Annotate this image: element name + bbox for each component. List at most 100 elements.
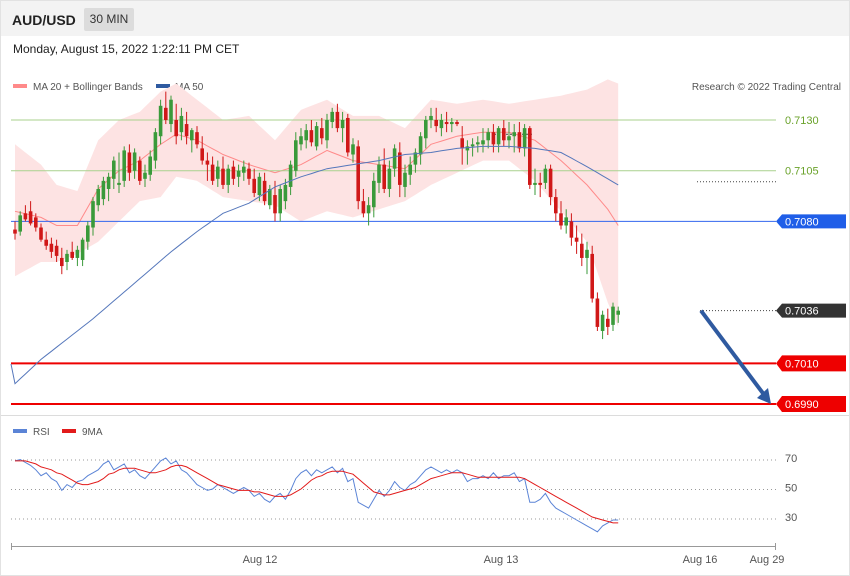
- candle-body: [569, 221, 574, 238]
- candle-body: [34, 217, 38, 228]
- candle-body: [460, 138, 464, 149]
- candle-body: [91, 201, 95, 228]
- x-tick-label: Aug 16: [683, 554, 718, 566]
- candle-body: [595, 298, 600, 327]
- candle-body: [424, 120, 428, 139]
- candle-body: [398, 152, 402, 185]
- candle-body: [169, 99, 173, 125]
- credit-label: Research © 2022 Trading Central: [692, 82, 841, 93]
- ma50-legend-label: MA 50: [175, 82, 204, 93]
- candle-body: [314, 126, 319, 147]
- candle-body: [372, 180, 376, 208]
- candle-body: [444, 122, 449, 125]
- candle-body: [413, 152, 418, 165]
- candle-body: [538, 182, 542, 185]
- support-label: 0.6990: [785, 399, 819, 411]
- candle-body: [80, 239, 85, 260]
- candle-body: [127, 152, 132, 173]
- chart-header: AUD/USD 30 MIN: [1, 1, 849, 36]
- candle-body: [574, 237, 579, 242]
- candle-body: [580, 243, 584, 258]
- candle-body: [242, 166, 246, 173]
- candle-body: [164, 107, 168, 120]
- candle-body: [335, 111, 340, 129]
- forecast-arrow-shaft: [699, 309, 767, 398]
- candle-body: [330, 111, 334, 123]
- forecast-arrow-head: [757, 388, 771, 404]
- candle-body: [548, 168, 553, 198]
- candle-body: [600, 314, 605, 331]
- support-label: 0.7010: [785, 358, 819, 370]
- candle-body: [434, 120, 438, 127]
- chart-datetime: Monday, August 15, 2022 1:22:11 PM CET: [13, 42, 240, 56]
- candle-body: [309, 130, 314, 143]
- rsi-tick-label: 30: [785, 512, 797, 524]
- candle-body: [299, 136, 303, 145]
- candle-body: [112, 160, 116, 179]
- candle-body: [325, 120, 329, 141]
- candle-body: [205, 160, 210, 165]
- resistance-label: 0.7105: [785, 166, 819, 178]
- rsi-legend-swatch: [13, 429, 27, 433]
- candle-body: [429, 115, 433, 120]
- forecast-arrow: [699, 309, 771, 404]
- candle-body: [408, 164, 412, 175]
- candle-body: [210, 164, 215, 181]
- candle-body: [616, 310, 620, 315]
- candle-body: [138, 160, 142, 181]
- candle-body: [75, 249, 80, 258]
- x-axis: Aug 12 Aug 13 Aug 16 Aug 29: [11, 543, 784, 566]
- candle-body: [606, 318, 610, 327]
- candle-body: [122, 150, 126, 181]
- pivot-label: 0.7080: [785, 216, 819, 228]
- candle-body: [195, 132, 199, 145]
- rsi-tick-label: 70: [785, 453, 797, 465]
- candle-body: [611, 306, 615, 325]
- candle-body: [366, 205, 371, 214]
- candle-body: [543, 168, 548, 183]
- candle-body: [356, 146, 360, 202]
- candle-body: [283, 184, 288, 202]
- candle-body: [320, 128, 324, 139]
- candle-body: [132, 152, 137, 171]
- candle-body: [481, 140, 485, 145]
- candle-body: [60, 257, 64, 267]
- x-tick-label: Aug 29: [750, 554, 785, 566]
- timeframe-button[interactable]: 30 MIN: [84, 8, 134, 31]
- candle-body: [465, 146, 470, 151]
- candle-body: [44, 239, 48, 246]
- candle-body: [294, 140, 298, 171]
- candle-body: [377, 164, 381, 183]
- candle-body: [86, 225, 90, 242]
- ma50-path: [10, 145, 619, 385]
- candle-body: [564, 217, 568, 226]
- ma50-line: [10, 145, 619, 385]
- candle-body: [559, 213, 563, 226]
- candle-body: [528, 128, 532, 185]
- candle-body: [28, 211, 33, 224]
- candle-body: [106, 176, 111, 189]
- bb-fill: [15, 79, 619, 327]
- candle-body: [502, 128, 506, 141]
- candle-body: [496, 128, 501, 145]
- rsi-tick-label: 50: [785, 483, 797, 495]
- candle-body: [361, 201, 366, 214]
- candle-body: [268, 188, 272, 206]
- candle-body: [486, 132, 490, 141]
- candle-body: [262, 180, 267, 202]
- ma9-legend-swatch: [62, 429, 76, 433]
- candle-body: [450, 122, 454, 125]
- candle-body: [65, 253, 69, 262]
- pivot-tag: [776, 214, 846, 229]
- bb-legend-swatch: [13, 84, 27, 88]
- candle-body: [273, 195, 277, 214]
- rsi-ma-line: [15, 460, 619, 524]
- support-tag: [776, 396, 846, 412]
- candle-body: [54, 245, 59, 256]
- candle-body: [49, 243, 54, 252]
- last-price-tag: [776, 303, 846, 318]
- candle-body: [278, 188, 282, 214]
- candle-body: [190, 130, 194, 141]
- candle-body: [418, 136, 423, 155]
- candle-body: [153, 132, 158, 161]
